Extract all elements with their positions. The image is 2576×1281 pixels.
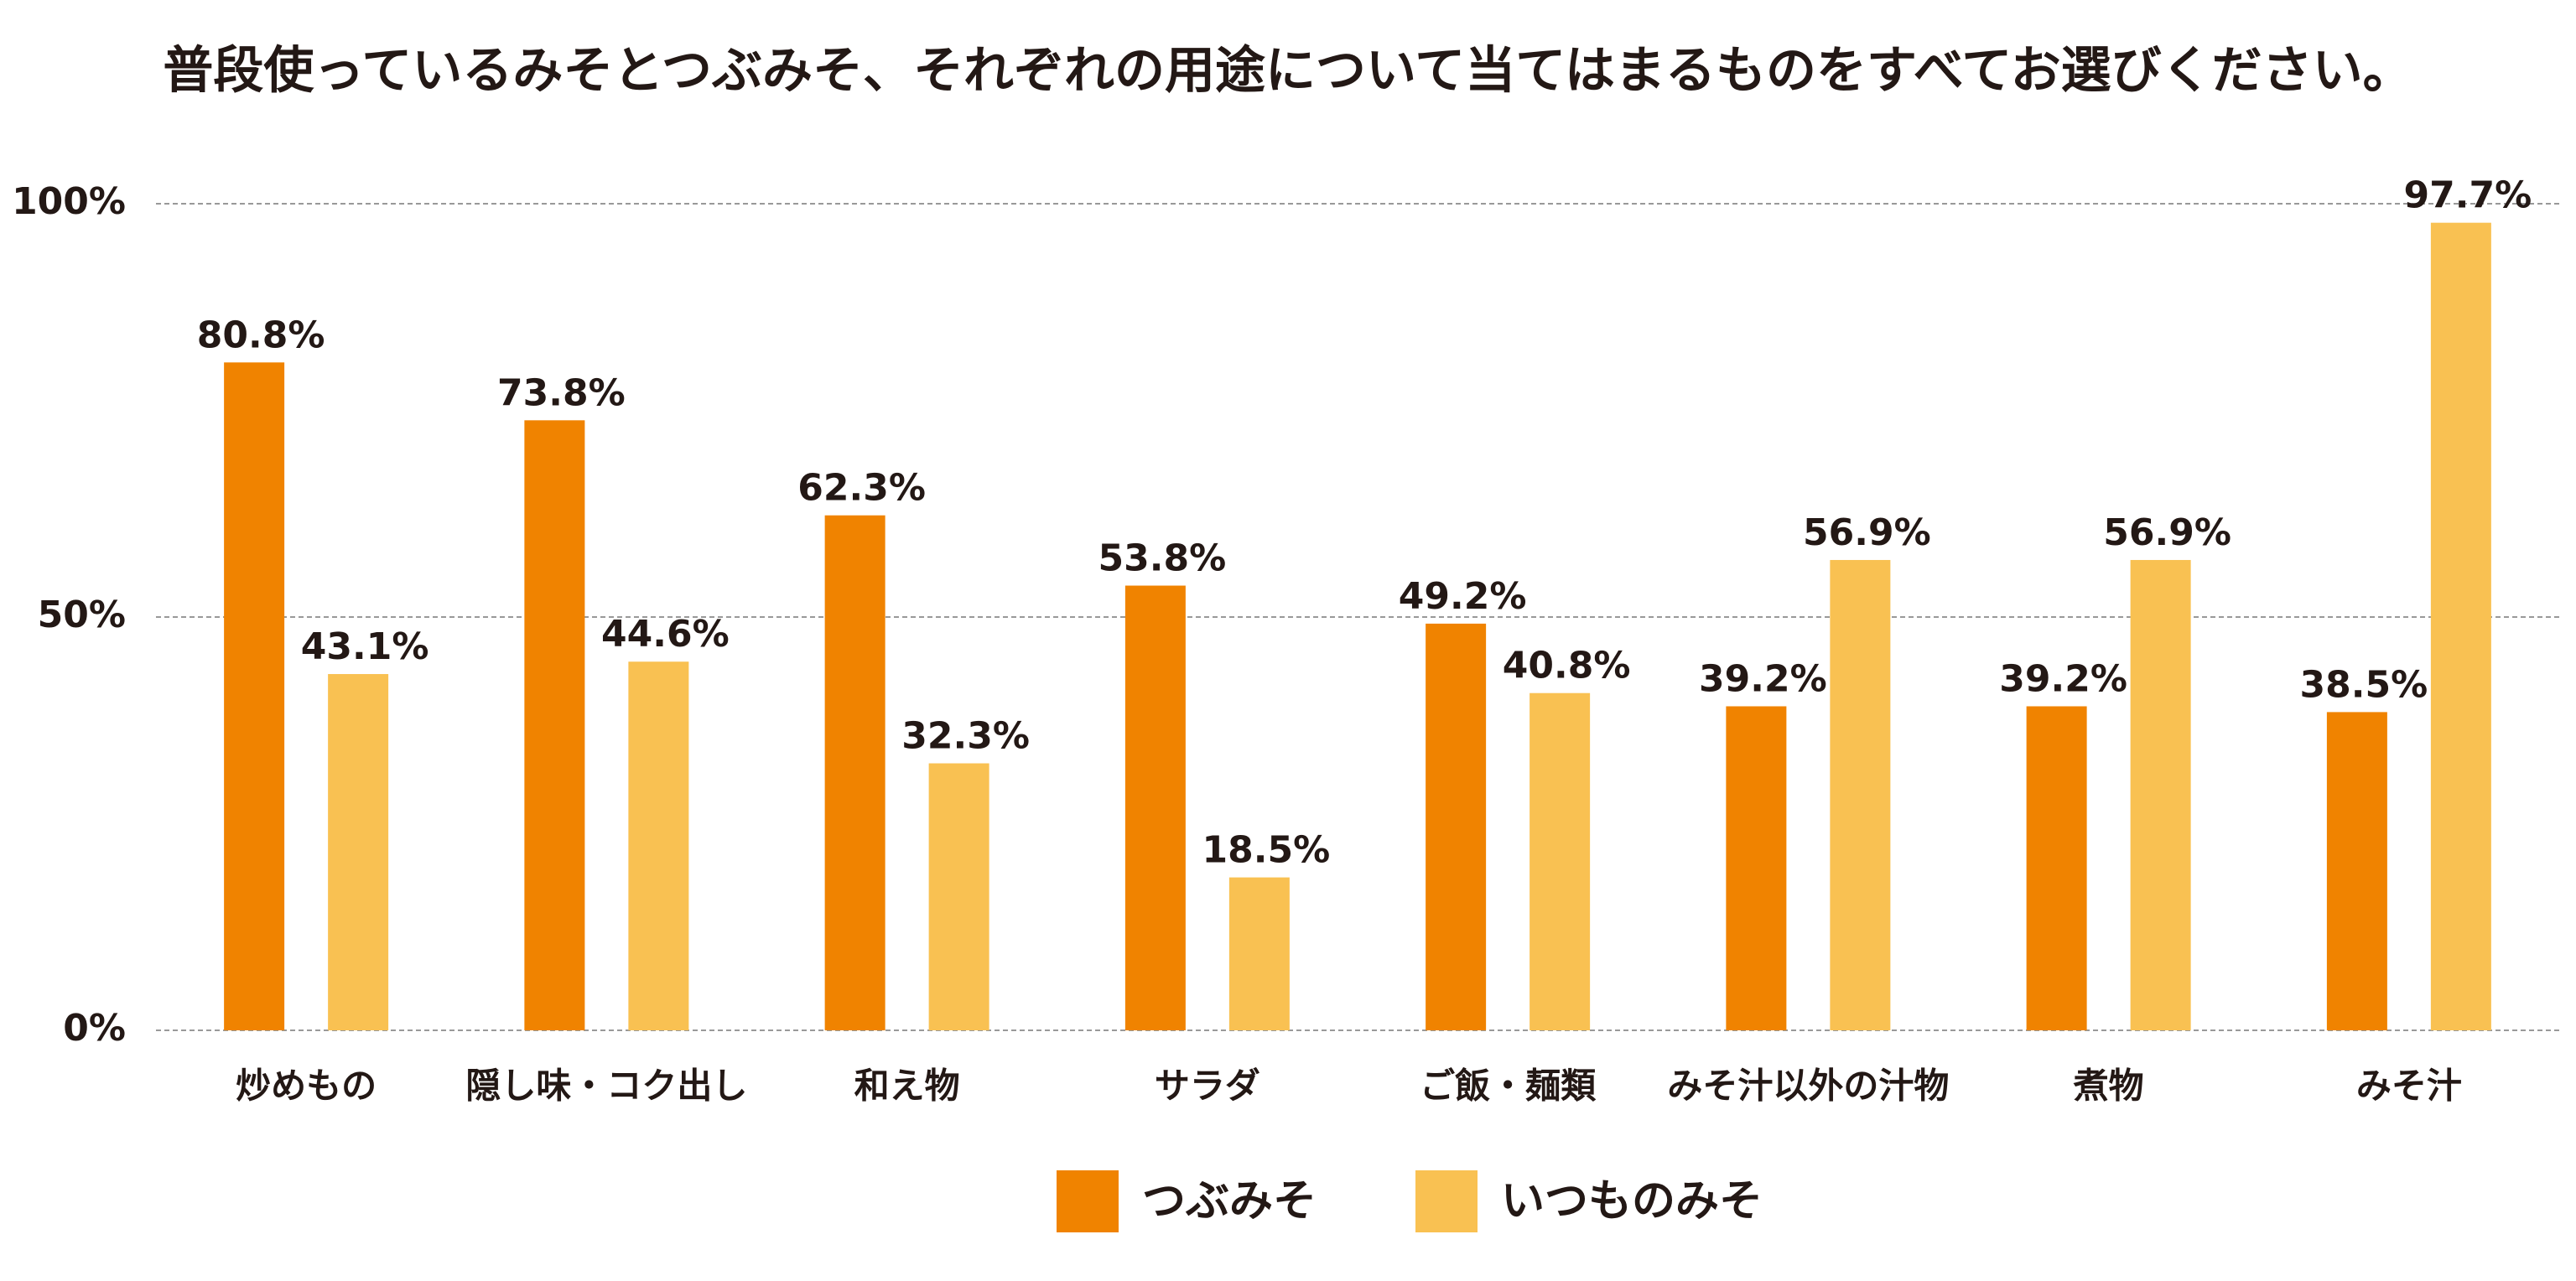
x-tick-label: 煮物 bbox=[2073, 1066, 2144, 1107]
x-tick-label: ご飯・麺類 bbox=[1420, 1066, 1597, 1107]
value-label: 80.8% bbox=[197, 314, 325, 356]
bar bbox=[824, 515, 886, 1030]
legend-swatch bbox=[1057, 1170, 1119, 1232]
bar bbox=[328, 674, 389, 1030]
value-label: 40.8% bbox=[1503, 645, 1631, 687]
value-label: 18.5% bbox=[1202, 829, 1331, 872]
bar bbox=[628, 661, 689, 1030]
bar bbox=[1426, 623, 1487, 1030]
x-tick-label: サラダ bbox=[1155, 1066, 1260, 1107]
bar bbox=[1228, 877, 1290, 1030]
x-tick-label: 炒めもの bbox=[236, 1066, 377, 1107]
bar bbox=[928, 763, 989, 1030]
value-label: 39.2% bbox=[1699, 657, 1827, 700]
bar bbox=[1124, 585, 1186, 1030]
x-tick-label: みそ汁 bbox=[2356, 1066, 2462, 1107]
value-label: 49.2% bbox=[1399, 575, 1527, 618]
x-tick-label: 隠し味・コク出し bbox=[465, 1066, 747, 1107]
legend-label: つぶみそ bbox=[1142, 1176, 1317, 1227]
x-tick-label: みそ汁以外の汁物 bbox=[1667, 1066, 1949, 1107]
value-label: 44.6% bbox=[601, 613, 730, 656]
y-tick-label: 0% bbox=[63, 1007, 126, 1050]
bar bbox=[1530, 692, 1591, 1030]
y-tick-label: 50% bbox=[38, 594, 126, 636]
bar bbox=[2130, 559, 2191, 1030]
bar bbox=[2430, 222, 2491, 1031]
legend-label: いつものみそ bbox=[1501, 1176, 1763, 1227]
legend-swatch bbox=[1415, 1170, 1478, 1232]
bar bbox=[2326, 712, 2387, 1030]
value-label: 56.9% bbox=[2103, 511, 2231, 554]
chart-title: 普段使っているみそとつぶみそ、それぞれの用途について当てはまるものをすべてお選び… bbox=[163, 42, 2412, 101]
bar bbox=[1830, 559, 1891, 1030]
y-tick-label: 100% bbox=[12, 180, 126, 223]
value-label: 43.1% bbox=[301, 625, 429, 668]
value-label: 62.3% bbox=[797, 467, 926, 510]
value-label: 53.8% bbox=[1098, 537, 1227, 580]
value-label: 56.9% bbox=[1803, 511, 1931, 554]
x-tick-label: 和え物 bbox=[854, 1066, 960, 1107]
value-label: 32.3% bbox=[901, 715, 1030, 758]
value-label: 97.7% bbox=[2404, 174, 2532, 217]
value-label: 73.8% bbox=[497, 371, 626, 414]
value-label: 39.2% bbox=[1999, 657, 2127, 700]
bar bbox=[2026, 706, 2087, 1030]
bar bbox=[1726, 706, 1787, 1030]
bar bbox=[224, 362, 285, 1030]
value-label: 38.5% bbox=[2300, 663, 2428, 706]
bar bbox=[524, 420, 585, 1030]
